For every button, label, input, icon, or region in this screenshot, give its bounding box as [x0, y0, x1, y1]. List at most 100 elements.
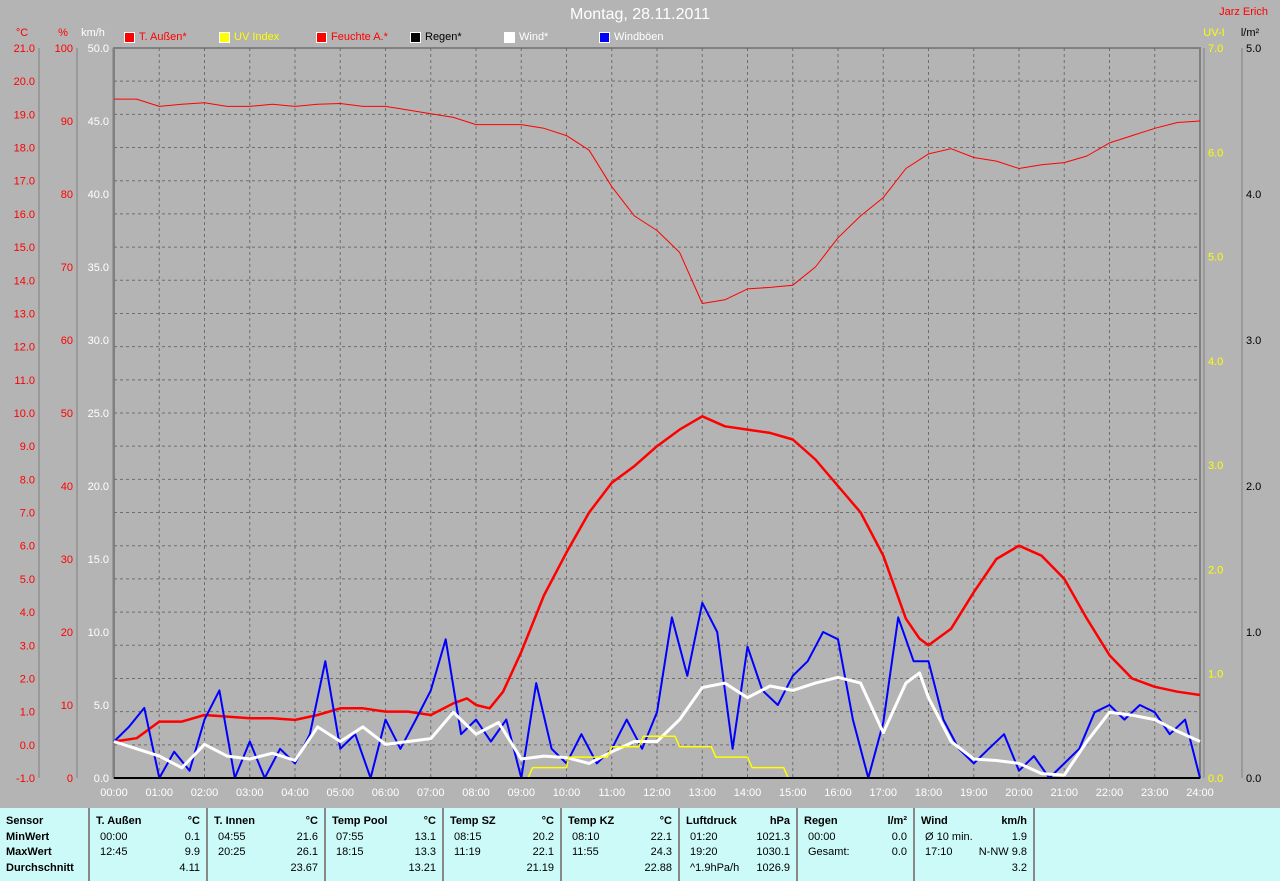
- temp-tick-label: 14.0: [14, 275, 35, 287]
- table-header: Temp KZ: [568, 815, 615, 827]
- table-cell: 22.1: [650, 830, 672, 843]
- rain-tick-label: 1.0: [1246, 627, 1261, 639]
- x-tick-label: 12:00: [643, 787, 671, 799]
- uv-tick-label: 7.0: [1208, 43, 1223, 55]
- legend-swatch-icon: [504, 31, 515, 43]
- rain-tick-label: 4.0: [1246, 189, 1261, 201]
- rain-unit-label: l/m²: [1241, 27, 1260, 39]
- chart-title: Montag, 28.11.2011: [570, 6, 710, 23]
- table-cell: 04:55: [218, 830, 246, 843]
- x-tick-label: 02:00: [191, 787, 219, 799]
- humidity-tick-label: 50: [61, 408, 73, 420]
- wind-tick-label: 5.0: [94, 700, 109, 712]
- legend-swatch-icon: [124, 31, 135, 43]
- table-column: Wind km/h Ø 10 min. 1.9 17:10 N-NW 9.8 3.2: [915, 808, 1035, 881]
- table-cell: 00:00: [808, 830, 836, 843]
- legend-item: Windböen: [599, 31, 664, 43]
- table-unit: °C: [305, 815, 318, 827]
- table-header: T. Außen: [96, 815, 142, 827]
- table-column: Temp Pool °C 07:55 13.1 18:15 13.3 13.21: [326, 808, 444, 881]
- table-header: Regen: [804, 815, 838, 827]
- table-row: 12:45 9.9: [96, 845, 200, 861]
- table-cell: 3.2: [1011, 861, 1027, 874]
- temp-tick-label: -1.0: [16, 773, 35, 785]
- table-row: 20:25 26.1: [214, 845, 318, 861]
- wind-tick-label: 10.0: [88, 627, 109, 639]
- table-row: 22.88: [568, 861, 672, 877]
- table-cell: 0.1: [184, 830, 200, 843]
- table-unit: hPa: [769, 815, 790, 827]
- table-row: 11:19 22.1: [450, 845, 554, 861]
- table-cell: 21.19: [526, 861, 554, 874]
- table-cell: [214, 861, 218, 877]
- rain-tick-label: 0.0: [1246, 773, 1261, 785]
- legend-label: Windböen: [614, 31, 664, 43]
- table-cell: 11:19: [454, 846, 481, 858]
- uv-tick-label: 3.0: [1208, 460, 1223, 472]
- x-tick-label: 15:00: [779, 787, 807, 799]
- temp-tick-label: 10.0: [14, 408, 35, 420]
- table-cell: 26.1: [296, 846, 318, 858]
- temp-tick-label: 9.0: [20, 441, 35, 453]
- table-row: 21.19: [450, 861, 554, 877]
- stats-table: Sensor MinWert MaxWert Durchschnitt T. Außen…: [0, 808, 1280, 881]
- legend-item: Regen*: [410, 31, 462, 43]
- wind-tick-label: 20.0: [88, 481, 109, 493]
- table-cell: [921, 861, 925, 877]
- table-header: Luftdruck: [686, 815, 737, 827]
- legend-swatch-icon: [316, 31, 327, 43]
- table-cell: 20:25: [218, 846, 246, 858]
- table-cell: 1.9: [1011, 830, 1027, 843]
- x-tick-label: 04:00: [281, 787, 309, 799]
- table-cell: 08:15: [454, 830, 482, 843]
- table-column: Temp KZ °C 08:10 22.1 11:55 24.3 22.88: [562, 808, 680, 881]
- table-cell: Durchschnitt: [6, 861, 74, 874]
- weather-chart: 00:00 01:00 02:00 03:00 04:00 05:00 06:00 07:00…: [14, 27, 1262, 799]
- table-unit: km/h: [1001, 815, 1027, 827]
- table-cell: 4.11: [179, 861, 200, 874]
- table-row: 00:00 0.1: [96, 830, 200, 846]
- table-cell: 24.3: [650, 846, 672, 858]
- x-tick-label: 18:00: [915, 787, 943, 799]
- table-header: Temp Pool: [332, 815, 388, 827]
- legend-swatch-icon: [219, 31, 230, 43]
- table-row: ^1.9hPa/h 1026.9: [686, 861, 790, 877]
- legend-label: Wind*: [519, 31, 549, 43]
- x-tick-label: 21:00: [1050, 787, 1078, 799]
- humidity-tick-label: 20: [61, 627, 73, 639]
- temp-tick-label: 19.0: [14, 109, 35, 121]
- uv-tick-label: 5.0: [1208, 252, 1223, 264]
- temp-unit-label: °C: [16, 27, 28, 39]
- table-row: 00:00 0.0: [804, 830, 907, 846]
- humidity-tick-label: 80: [61, 189, 73, 201]
- temp-tick-label: 15.0: [14, 242, 35, 254]
- humidity-tick-label: 30: [61, 554, 73, 566]
- legend-item: UV Index: [219, 31, 279, 43]
- legend-label: T. Außen*: [139, 31, 187, 43]
- table-cell: 23.67: [290, 861, 318, 874]
- temp-tick-label: 16.0: [14, 209, 35, 221]
- table-row: 23.67: [214, 861, 318, 877]
- table-cell: N-NW 9.8: [978, 846, 1027, 858]
- table-row: MaxWert: [6, 845, 82, 861]
- table-column: Regen l/m² 00:00 0.0 Gesamt: 0.0: [798, 808, 915, 881]
- table-row: 13.21: [332, 861, 436, 877]
- table-cell: 0.0: [891, 846, 907, 858]
- table-unit: l/m²: [887, 815, 907, 827]
- table-header: Temp SZ: [450, 815, 496, 827]
- humidity-tick-label: 0: [67, 773, 73, 785]
- table-cell: 1021.3: [756, 830, 790, 843]
- legend-item: T. Außen*: [124, 31, 187, 43]
- wind-unit-label: km/h: [81, 27, 105, 39]
- x-tick-label: 03:00: [236, 787, 264, 799]
- table-unit: °C: [423, 815, 436, 827]
- table-cell: [568, 861, 572, 877]
- wind-tick-label: 25.0: [88, 408, 109, 420]
- table-row: Gesamt: 0.0: [804, 845, 907, 861]
- table-cell: 0.0: [891, 830, 907, 843]
- table-cell: 11:55: [572, 846, 599, 858]
- humidity-tick-label: 60: [61, 335, 73, 347]
- x-tick-label: 20:00: [1005, 787, 1033, 799]
- x-tick-label: 16:00: [824, 787, 852, 799]
- table-header: T. Innen: [214, 815, 255, 827]
